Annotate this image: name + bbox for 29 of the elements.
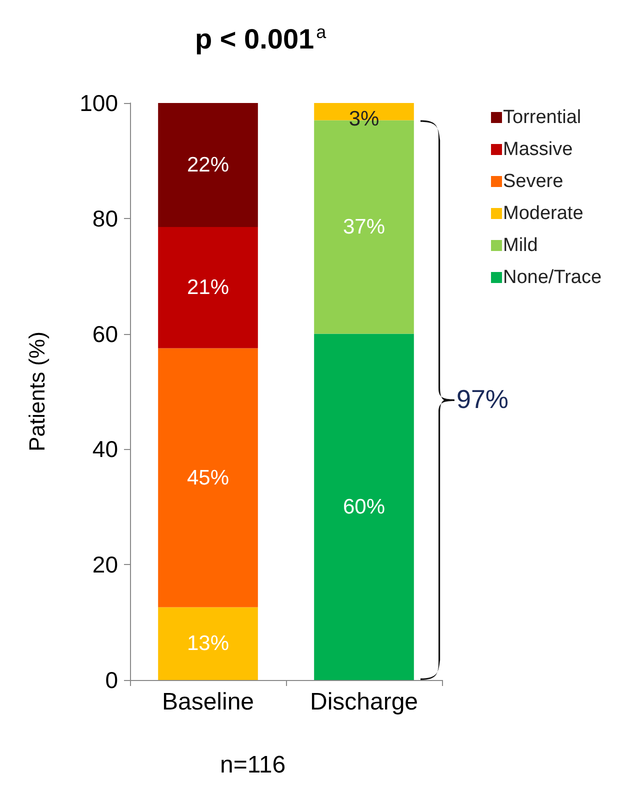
- legend-label: Severe: [503, 171, 564, 192]
- bar: [158, 227, 258, 348]
- legend-label: None/Trace: [503, 267, 602, 288]
- y-axis-title: Patients (%): [24, 332, 50, 452]
- data-label: 22%: [186, 154, 230, 177]
- y-tick-label: 100: [80, 90, 118, 116]
- bar: [158, 348, 258, 608]
- legend-label: Massive: [503, 139, 573, 160]
- x-tick-label: Baseline: [162, 688, 254, 716]
- data-label: 37%: [342, 216, 386, 239]
- text: n=116: [220, 752, 286, 778]
- x-tick-label: Discharge: [310, 688, 418, 716]
- y-tick-label: 0: [105, 667, 118, 693]
- data-label: 3%: [348, 107, 380, 130]
- y-tick-label: 40: [92, 436, 118, 462]
- y-tick-label: 20: [92, 552, 118, 578]
- bar: [158, 103, 258, 228]
- text: 97%: [456, 384, 509, 414]
- legend-label: Moderate: [503, 203, 584, 224]
- legend-label: Torrential: [503, 107, 582, 128]
- data-label: 60%: [342, 495, 386, 518]
- data-label: 13%: [186, 632, 230, 656]
- data-label: 21%: [186, 276, 230, 300]
- y-tick-label: 80: [92, 205, 118, 232]
- legend-label: Mild: [503, 235, 538, 256]
- data-label: 45%: [186, 466, 230, 490]
- bar: [158, 607, 258, 680]
- y-tick-label: 60: [92, 320, 118, 347]
- bar: [314, 334, 414, 680]
